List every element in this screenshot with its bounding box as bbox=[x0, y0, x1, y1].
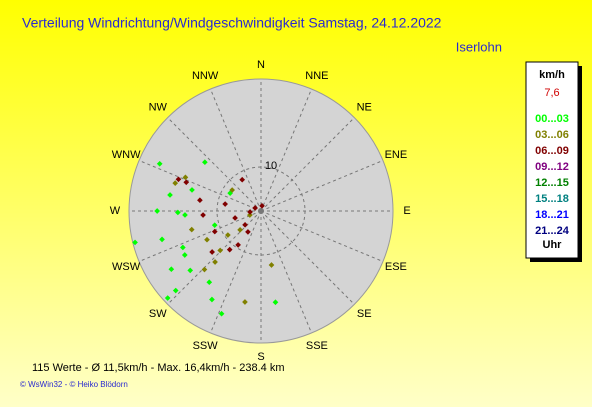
grid-circle bbox=[216, 166, 306, 256]
data-point bbox=[235, 242, 241, 248]
data-point bbox=[242, 222, 248, 228]
direction-spoke bbox=[260, 117, 355, 212]
data-point bbox=[206, 279, 213, 286]
direction-spoke bbox=[260, 88, 312, 212]
data-point bbox=[172, 287, 179, 294]
direction-label: N bbox=[257, 59, 265, 71]
data-point bbox=[156, 160, 163, 167]
chart-title: Verteilung Windrichtung/Windgeschwindigk… bbox=[22, 15, 442, 31]
data-point bbox=[247, 209, 253, 215]
data-point bbox=[237, 227, 243, 233]
data-point bbox=[252, 205, 258, 211]
data-point bbox=[217, 247, 223, 254]
data-point bbox=[242, 299, 248, 305]
data-point bbox=[222, 201, 228, 207]
data-point bbox=[168, 266, 175, 273]
data-point bbox=[172, 180, 179, 186]
direction-label: NNE bbox=[305, 70, 328, 82]
direction-spoke bbox=[260, 210, 384, 262]
data-point bbox=[188, 226, 195, 233]
data-point bbox=[212, 259, 218, 265]
legend-label: 21...24 bbox=[535, 225, 570, 237]
direction-spoke bbox=[138, 160, 262, 212]
data-point bbox=[204, 236, 210, 243]
data-point bbox=[211, 228, 218, 235]
data-point bbox=[202, 159, 208, 166]
legend-label: 06...09 bbox=[535, 145, 569, 157]
legend-label: 12...15 bbox=[535, 177, 569, 189]
legend-label: 09...12 bbox=[535, 161, 569, 173]
direction-spoke bbox=[210, 210, 262, 334]
data-point bbox=[225, 232, 231, 238]
data-point bbox=[209, 249, 215, 255]
direction-label: ESE bbox=[385, 261, 407, 273]
data-point bbox=[218, 310, 225, 317]
direction-label: SE bbox=[357, 308, 372, 320]
legend-label: 18...21 bbox=[535, 209, 569, 221]
footer: 115 Werte - Ø 11,5km/h - Max. 16,4km/h -… bbox=[32, 362, 284, 374]
data-point bbox=[229, 187, 235, 193]
legend-unit: Uhr bbox=[543, 239, 563, 251]
data-point bbox=[182, 174, 189, 181]
r-tick-label: 10 bbox=[265, 160, 277, 172]
data-point bbox=[167, 192, 173, 198]
direction-label: WSW bbox=[112, 261, 141, 273]
data-point bbox=[164, 295, 171, 301]
direction-label: NW bbox=[149, 102, 168, 114]
direction-spoke bbox=[167, 210, 262, 305]
direction-spoke bbox=[210, 88, 262, 212]
data-point bbox=[211, 222, 218, 228]
data-point bbox=[180, 244, 186, 251]
data-point bbox=[189, 187, 195, 193]
data-point bbox=[154, 208, 160, 214]
data-point bbox=[272, 299, 279, 306]
direction-label: NNW bbox=[192, 70, 219, 82]
data-point bbox=[245, 229, 251, 235]
data-point bbox=[132, 239, 138, 246]
data-point bbox=[209, 296, 215, 303]
data-point bbox=[259, 202, 265, 209]
direction-spoke bbox=[167, 117, 262, 212]
legend-title: km/h bbox=[539, 69, 565, 81]
direction-spoke bbox=[260, 210, 312, 334]
data-point bbox=[175, 209, 181, 216]
direction-label: NE bbox=[357, 102, 372, 114]
direction-label: SSE bbox=[306, 340, 328, 352]
data-point bbox=[268, 262, 275, 268]
direction-label: WNW bbox=[112, 149, 141, 161]
legend-label: 00...03 bbox=[535, 113, 569, 125]
data-point bbox=[200, 212, 206, 218]
direction-label: S bbox=[257, 351, 264, 363]
data-point bbox=[226, 246, 233, 253]
data-point bbox=[181, 252, 188, 258]
legend-label: 15...18 bbox=[535, 193, 569, 205]
direction-spoke bbox=[260, 160, 384, 212]
data-point bbox=[183, 179, 190, 186]
data-point bbox=[239, 176, 246, 183]
data-point bbox=[232, 215, 238, 221]
legend-current: 7,6 bbox=[544, 87, 559, 99]
data-point bbox=[159, 236, 165, 243]
direction-spoke bbox=[260, 210, 355, 305]
direction-label: W bbox=[110, 205, 121, 217]
legend-box bbox=[525, 61, 579, 259]
direction-label: SW bbox=[149, 308, 167, 320]
data-point bbox=[197, 197, 203, 204]
legend-label: 03...06 bbox=[535, 129, 569, 141]
direction-label: E bbox=[403, 205, 410, 217]
chart-subtitle: Iserlohn bbox=[456, 39, 502, 54]
data-point bbox=[187, 267, 194, 274]
direction-label: SSW bbox=[193, 340, 219, 352]
data-point bbox=[247, 212, 253, 218]
data-point bbox=[182, 212, 188, 218]
direction-spoke bbox=[138, 210, 262, 262]
data-point bbox=[201, 266, 208, 273]
data-point bbox=[175, 176, 182, 183]
copyright: © WsWin32 - © Heiko Blödorn bbox=[20, 380, 128, 389]
direction-label: ENE bbox=[385, 149, 408, 161]
